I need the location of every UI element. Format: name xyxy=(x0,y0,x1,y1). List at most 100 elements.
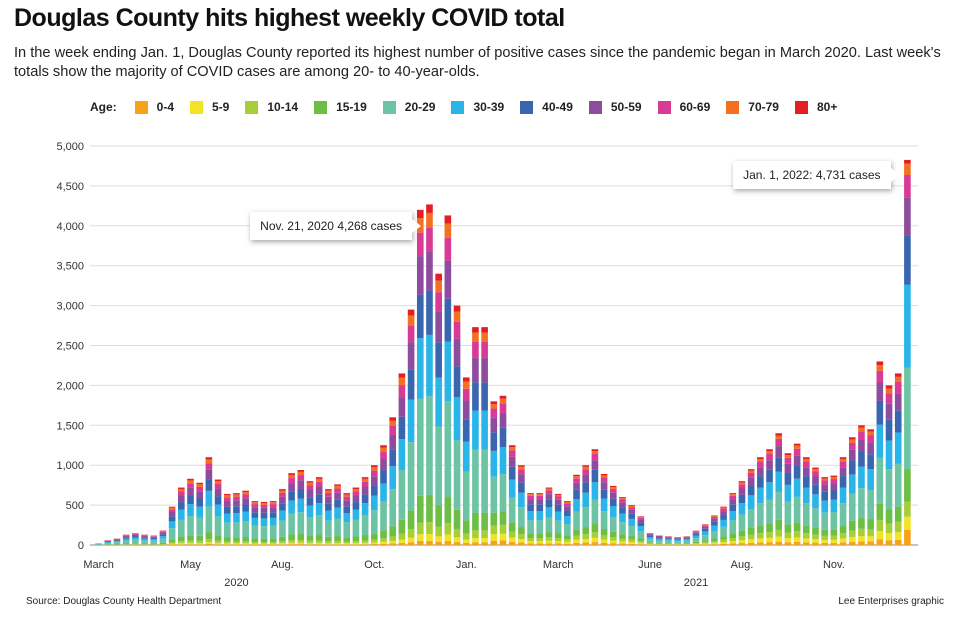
bar-segment xyxy=(536,504,544,512)
bar-segment xyxy=(343,543,351,545)
x-tick-label: Aug. xyxy=(271,559,294,571)
bar-segment xyxy=(269,501,277,503)
bar-segment xyxy=(205,463,213,470)
bar-segment xyxy=(407,369,415,400)
bar-segment xyxy=(766,460,773,470)
bar-segment xyxy=(518,539,525,543)
bar-segment xyxy=(196,517,204,536)
bar-segment xyxy=(122,537,130,539)
bar-segment xyxy=(306,482,314,486)
bar-segment xyxy=(720,514,727,520)
bar-segment xyxy=(223,513,231,523)
legend-label: 50-59 xyxy=(610,100,642,114)
bar-segment xyxy=(242,544,249,545)
bar-segment xyxy=(554,538,562,542)
bar-segment xyxy=(187,540,194,543)
bar-segment xyxy=(122,540,130,544)
bar-segment xyxy=(168,516,176,522)
bar-segment xyxy=(499,533,507,541)
bar-segment xyxy=(315,535,323,541)
bar-segment xyxy=(720,507,727,509)
bar-segment xyxy=(251,501,259,503)
bar-segment xyxy=(591,499,599,524)
bar-segment xyxy=(775,433,783,436)
bar-segment xyxy=(545,499,553,508)
bar-segment xyxy=(260,542,268,544)
bar-segment xyxy=(573,489,580,500)
bar-segment xyxy=(343,537,351,542)
bar-segment xyxy=(802,503,810,526)
bar-segment xyxy=(325,492,332,497)
bar-segment xyxy=(701,543,709,545)
bar-segment xyxy=(490,525,498,535)
legend-swatch xyxy=(726,100,740,114)
bar-segment xyxy=(306,540,314,543)
bar-segment xyxy=(472,332,479,342)
bar-segment xyxy=(885,403,893,420)
bar-segment xyxy=(701,525,709,527)
bar-segment xyxy=(499,540,507,545)
bar-segment xyxy=(168,521,176,529)
bar-segment xyxy=(848,541,856,545)
bar-segment xyxy=(407,309,415,316)
bar-segment xyxy=(251,517,259,526)
bar-segment xyxy=(554,499,562,505)
bar-segment xyxy=(674,537,681,539)
bar-segment xyxy=(536,537,544,542)
bar-segment xyxy=(389,449,397,467)
bar-segment xyxy=(904,159,911,164)
bar-segment xyxy=(784,524,792,533)
bar-segment xyxy=(839,467,847,477)
bar-segment xyxy=(288,474,295,479)
bar-segment xyxy=(426,334,433,397)
bar-segment xyxy=(269,507,277,513)
bar-segment xyxy=(564,503,571,507)
bar-segment xyxy=(628,539,635,543)
bar-segment xyxy=(315,478,323,482)
bar-segment xyxy=(637,542,645,545)
bar-segment xyxy=(573,539,580,543)
bar-segment xyxy=(508,537,516,543)
bar-segment xyxy=(141,536,148,538)
bar-segment xyxy=(389,540,397,544)
bar-segment xyxy=(757,525,764,534)
bar-segment xyxy=(545,494,553,500)
bar-segment xyxy=(325,544,332,545)
bar-segment xyxy=(729,533,737,538)
bar-segment xyxy=(867,431,874,436)
bar-segment xyxy=(481,357,488,383)
bar-segment xyxy=(233,506,240,513)
bar-segment xyxy=(894,376,902,383)
bar-segment xyxy=(720,508,727,512)
bar-segment xyxy=(536,493,544,495)
x-tick-label: Oct. xyxy=(364,559,384,571)
bar-segment xyxy=(444,260,452,299)
bar-segment xyxy=(269,512,277,518)
bar-segment xyxy=(315,503,323,516)
bar-segment xyxy=(205,490,213,507)
bar-segment xyxy=(711,544,718,545)
bar-segment xyxy=(701,535,709,541)
bar-segment xyxy=(279,520,286,537)
bar-segment xyxy=(214,504,222,517)
bar-segment xyxy=(646,544,654,545)
bar-segment xyxy=(371,470,378,477)
legend-swatch xyxy=(190,100,204,114)
bar-segment xyxy=(701,528,709,532)
bar-segment xyxy=(168,509,176,512)
bar-segment xyxy=(398,385,406,398)
bar-segment xyxy=(839,525,847,534)
bar-segment xyxy=(894,521,902,533)
bar-segment xyxy=(104,542,112,545)
bar-segment xyxy=(573,511,580,530)
bar-segment xyxy=(426,212,433,228)
bar-segment xyxy=(885,388,893,394)
bar-segment xyxy=(288,544,295,545)
x-tick-label: Jan. xyxy=(456,559,477,571)
bar-segment xyxy=(527,504,534,512)
bar-segment xyxy=(251,543,259,545)
bar-segment xyxy=(306,517,314,536)
bar-segment xyxy=(711,521,718,526)
legend-label: 0-4 xyxy=(156,100,175,114)
bar-segment xyxy=(637,541,645,543)
